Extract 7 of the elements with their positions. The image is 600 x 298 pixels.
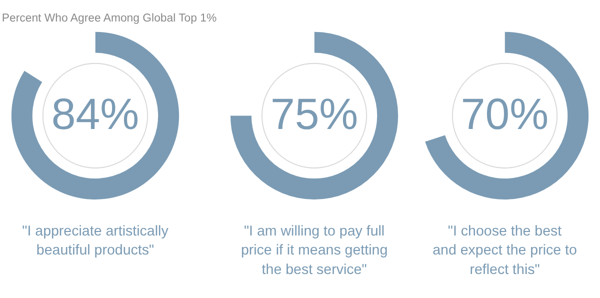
chart-title: Percent Who Agree Among Global Top 1% [2, 12, 217, 24]
text: "I am willing to pay full price if it means getting the best service" [240, 224, 388, 278]
data-label: 75% [270, 90, 358, 139]
text: "I choose the best and expect the price to reflect this" [432, 224, 577, 278]
data-label: 70% [460, 90, 549, 139]
data-label: 84% [51, 90, 140, 139]
text: "I appreciate artistically beautiful products" [22, 224, 170, 259]
